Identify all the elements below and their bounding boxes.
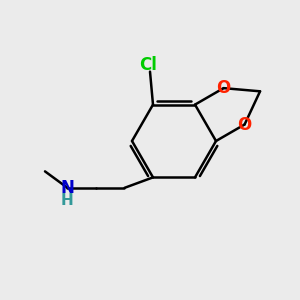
Text: O: O — [217, 79, 231, 97]
Text: N: N — [61, 179, 74, 197]
Text: Cl: Cl — [140, 56, 158, 74]
Text: H: H — [61, 193, 74, 208]
Text: O: O — [238, 116, 252, 134]
